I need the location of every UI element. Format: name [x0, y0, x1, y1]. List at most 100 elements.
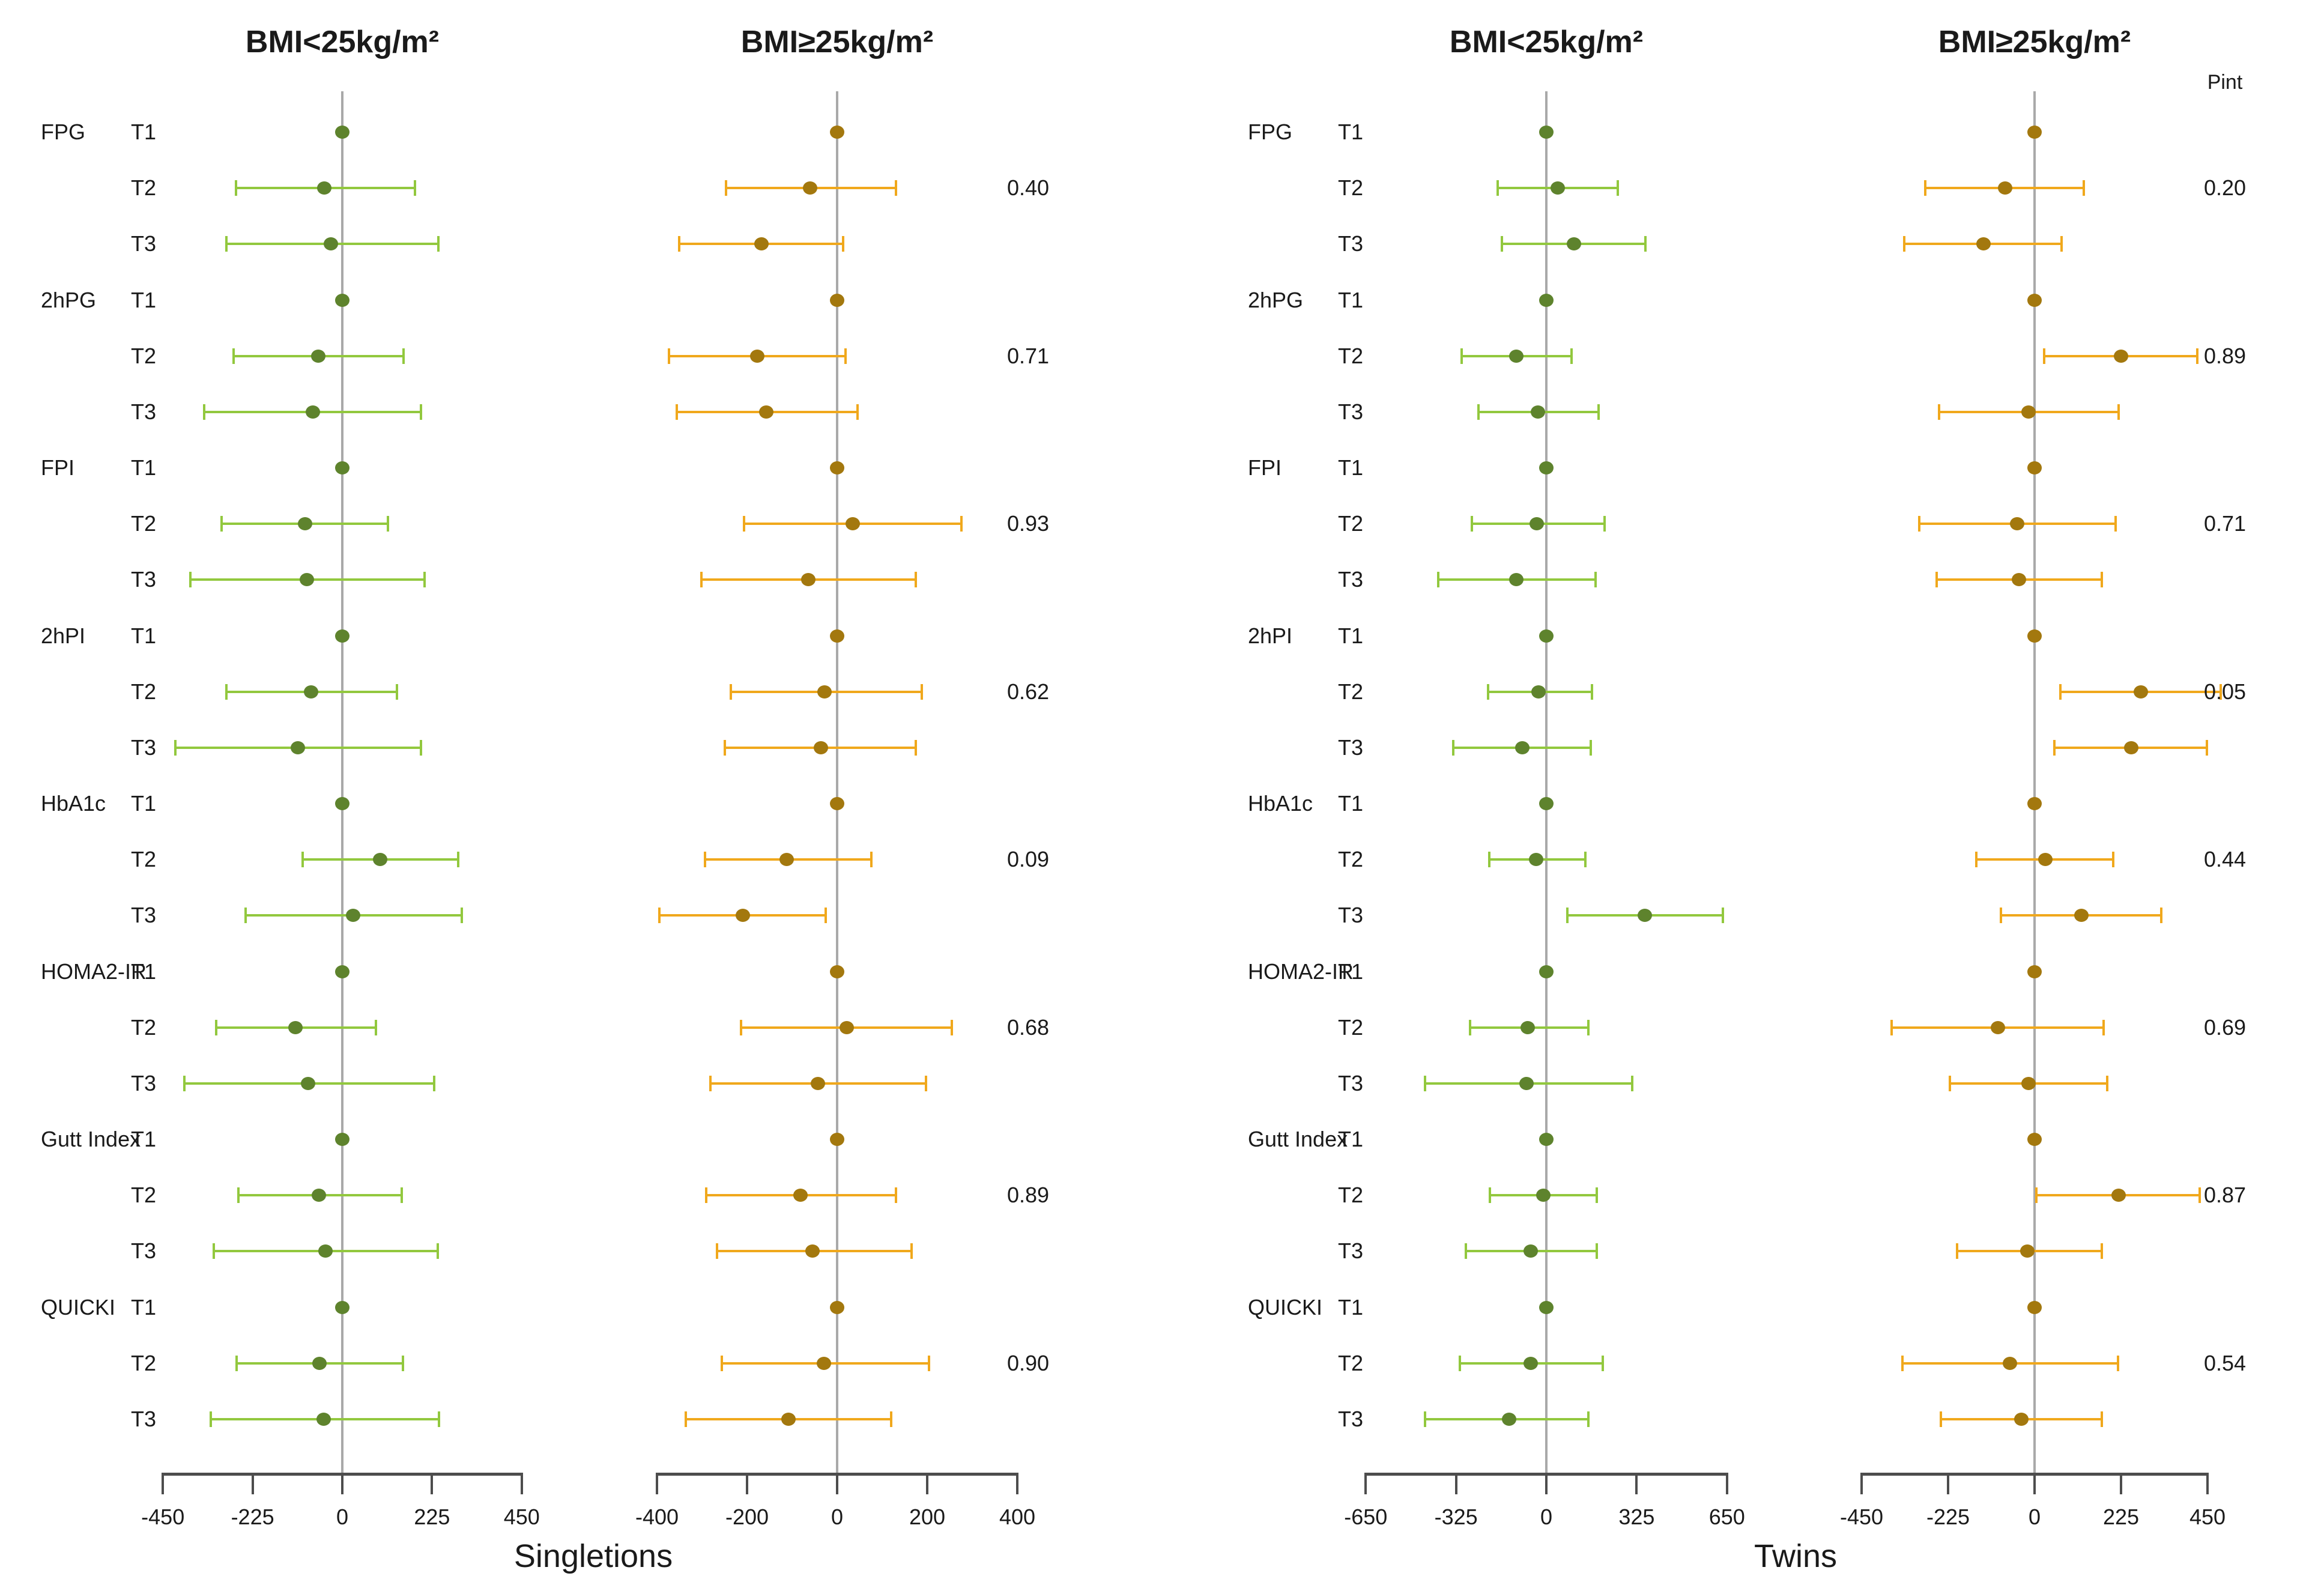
ci-cap-left [1465, 1243, 1468, 1259]
point-marker [816, 1356, 831, 1370]
ci-cap-left [723, 739, 726, 756]
trimester-label: T1 [131, 791, 157, 816]
point-marker [335, 126, 350, 139]
ci-cap-right [1590, 683, 1593, 700]
ci-cap-left [1470, 516, 1473, 532]
trimester-label: T1 [1338, 287, 1364, 312]
ci-cap-left [1488, 1187, 1491, 1204]
ci-cap-left [203, 404, 206, 420]
ci-cap-right [1594, 572, 1597, 588]
ci-cap-right [2114, 516, 2117, 532]
trimester-label: T3 [131, 1238, 157, 1264]
point-marker [345, 909, 360, 923]
ci-cap-left [1948, 1075, 1951, 1091]
ci-cap-left [667, 348, 670, 364]
point-marker [335, 1300, 350, 1314]
ci-cap-right [402, 348, 405, 364]
point-marker [311, 349, 326, 363]
trimester-label: T3 [1338, 1238, 1364, 1264]
point-marker [1536, 1189, 1551, 1202]
x-axis-tick [162, 1473, 165, 1494]
point-marker [1976, 237, 1991, 251]
point-marker [1550, 181, 1565, 195]
point-marker [2011, 573, 2026, 587]
point-marker [759, 405, 774, 419]
trimester-label: T1 [1338, 959, 1364, 984]
ci-cap-left [721, 1355, 723, 1371]
ci-cap-right [1617, 180, 1620, 196]
ci-cap-left [1468, 1019, 1471, 1035]
panel-title: BMI≥25kg/m² [740, 25, 934, 59]
ci-cap-right [914, 739, 917, 756]
point-marker [2014, 1412, 2029, 1426]
point-marker [1990, 1020, 2005, 1034]
trimester-label: T3 [131, 903, 157, 928]
ci-cap-right [1597, 404, 1600, 420]
trimester-label: T2 [1338, 511, 1364, 536]
x-axis-tick-label: 400 [999, 1505, 1036, 1529]
ci-cap-right [2101, 572, 2103, 588]
point-marker [335, 1133, 350, 1147]
variable-label: 2hPI [41, 623, 86, 648]
x-axis-tick-label: 0 [831, 1505, 844, 1529]
trimester-label: T1 [131, 455, 157, 480]
ci-cap-left [1566, 908, 1569, 924]
ci-cap-left [209, 1411, 212, 1427]
point-marker [1521, 1020, 1536, 1034]
ci-cap-right [1722, 908, 1725, 924]
ci-cap-right [419, 404, 422, 420]
trimester-label: T3 [131, 1070, 157, 1096]
ci-cap-right [2198, 1187, 2201, 1204]
ci-cap-right [401, 1355, 404, 1371]
ci-cap-left [225, 683, 228, 700]
pint-column-header: Pint [2207, 71, 2243, 94]
ci-cap-right [870, 852, 873, 868]
point-marker [1567, 237, 1582, 251]
ci-cap-left [1940, 1411, 1943, 1427]
p-interaction-value: 0.40 [1006, 175, 1050, 201]
ci-cap-left [677, 236, 680, 252]
point-marker [2027, 1300, 2042, 1314]
variable-label: HOMA2-IR [1248, 959, 1354, 984]
point-marker [1519, 1076, 1534, 1090]
x-axis-tick-label: -225 [1926, 1505, 1970, 1529]
ci-cap-right [420, 739, 423, 756]
ci-cap-right [2219, 683, 2222, 700]
trimester-label: T3 [1338, 1070, 1364, 1096]
point-marker [1539, 126, 1554, 139]
ci-cap-right [432, 1075, 435, 1091]
point-marker [317, 181, 332, 195]
x-axis-tick [1364, 1473, 1367, 1494]
trimester-label: T2 [1338, 847, 1364, 872]
zero-reference-line [341, 91, 343, 1473]
variable-label: 2hPG [41, 287, 97, 312]
panel-title: BMI<25kg/m² [1449, 25, 1644, 59]
ci-cap-left [1487, 852, 1490, 868]
trimester-label: T3 [1338, 567, 1364, 592]
ci-cap-left [1477, 404, 1480, 420]
point-marker [1539, 293, 1554, 307]
p-interaction-value: 0.69 [2203, 1014, 2247, 1040]
ci-cap-left [1937, 404, 1940, 420]
ci-cap-right [2102, 1019, 2105, 1035]
ci-cap-right [824, 908, 827, 924]
point-marker [1539, 1133, 1554, 1147]
ci-cap-right [928, 1355, 930, 1371]
ci-cap-left [1460, 348, 1463, 364]
ci-cap-left [1459, 1355, 1462, 1371]
point-marker [1539, 1300, 1554, 1314]
x-axis-tick-label: 0 [336, 1505, 349, 1529]
ci-cap-right [960, 516, 963, 532]
x-axis-tick-label: -200 [725, 1505, 769, 1529]
point-marker [839, 1020, 854, 1034]
ci-cap-left [1424, 1075, 1427, 1091]
ci-cap-left [2059, 683, 2062, 700]
point-marker [299, 573, 314, 587]
point-marker [288, 1020, 303, 1034]
trimester-label: T3 [1338, 1406, 1364, 1431]
ci-cap-right [1644, 236, 1647, 252]
ci-cap-left [189, 572, 192, 588]
x-axis-tick-label: 450 [503, 1505, 540, 1529]
ci-cap-right [895, 1187, 898, 1204]
point-marker [810, 1076, 825, 1090]
